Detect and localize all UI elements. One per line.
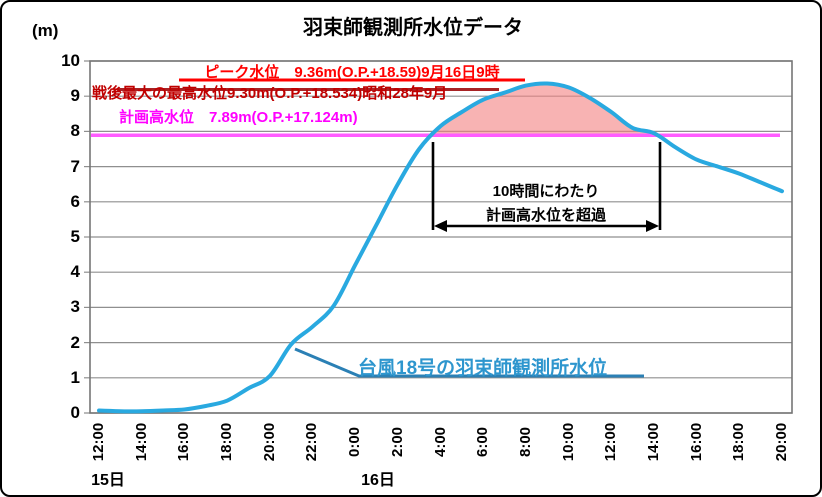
x-tick-label: 18:00 (218, 422, 236, 462)
y-tick-label: 4 (70, 262, 80, 282)
day-label: 16日 (361, 472, 395, 489)
postwar-max-annotation: 戦後最大の最高水位9.30m(O.P.+18.534)昭和28年9月 (92, 85, 448, 102)
x-tick-label: 4:00 (431, 426, 449, 458)
x-tick-label: 14:00 (644, 422, 662, 462)
y-tick-label: 1 (70, 367, 80, 387)
series-label: 台風18号の羽束師観測所水位 (358, 358, 608, 379)
x-tick-label: 10:00 (559, 422, 577, 462)
y-tick-label: 2 (70, 332, 80, 352)
y-tick-label: 8 (70, 121, 80, 141)
x-tick-label: 20:00 (773, 422, 790, 462)
y-tick-label: 0 (70, 403, 80, 422)
exceedance-annotation-line2: 計画高水位を超過 (485, 207, 606, 224)
y-tick-label: 5 (70, 227, 80, 246)
y-tick-label: 7 (70, 156, 80, 176)
x-tick-label: 12:00 (602, 422, 620, 462)
peak-level-annotation: ピーク水位 9.36m(O.P.+18.59)9月16日9時 (204, 64, 500, 81)
chart-title: 羽束師観測所水位データ (303, 17, 523, 39)
x-tick-label: 16:00 (175, 422, 193, 462)
day-label: 15日 (91, 472, 125, 489)
exceedance-annotation-line1: 10時間にわたり (492, 183, 600, 200)
y-tick-label: 10 (61, 51, 80, 70)
y-tick-label: 6 (70, 191, 80, 211)
y-tick-label: 9 (70, 86, 80, 106)
x-tick-label: 16:00 (687, 422, 705, 462)
y-axis-unit-label: (m) (32, 21, 59, 40)
design-high-water-annotation: 計画高水位 7.89m(O.P.+17.124m) (119, 109, 358, 126)
x-tick-label: 8:00 (516, 426, 534, 458)
x-tick-label: 22:00 (303, 422, 321, 462)
x-tick-label: 6:00 (474, 426, 492, 458)
x-tick-label: 20:00 (260, 422, 278, 462)
y-tick-label: 3 (70, 297, 80, 317)
x-tick-label: 18:00 (730, 422, 748, 462)
